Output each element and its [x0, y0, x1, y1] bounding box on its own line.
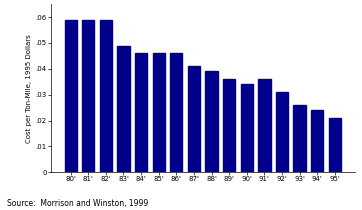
Text: Source:  Morrison and Winston, 1999: Source: Morrison and Winston, 1999: [7, 199, 148, 208]
Bar: [276, 92, 288, 172]
Bar: [82, 20, 94, 172]
Bar: [64, 20, 77, 172]
Bar: [223, 79, 235, 172]
Y-axis label: Cost per Ton-Mile, 1995 Dollars: Cost per Ton-Mile, 1995 Dollars: [26, 34, 33, 143]
Bar: [152, 53, 165, 172]
Bar: [329, 118, 341, 172]
Bar: [293, 105, 306, 172]
Bar: [135, 53, 147, 172]
Bar: [241, 84, 253, 172]
Bar: [205, 71, 218, 172]
Bar: [100, 20, 112, 172]
Bar: [258, 79, 270, 172]
Bar: [188, 66, 200, 172]
Bar: [311, 110, 323, 172]
Bar: [170, 53, 182, 172]
Bar: [117, 46, 130, 172]
